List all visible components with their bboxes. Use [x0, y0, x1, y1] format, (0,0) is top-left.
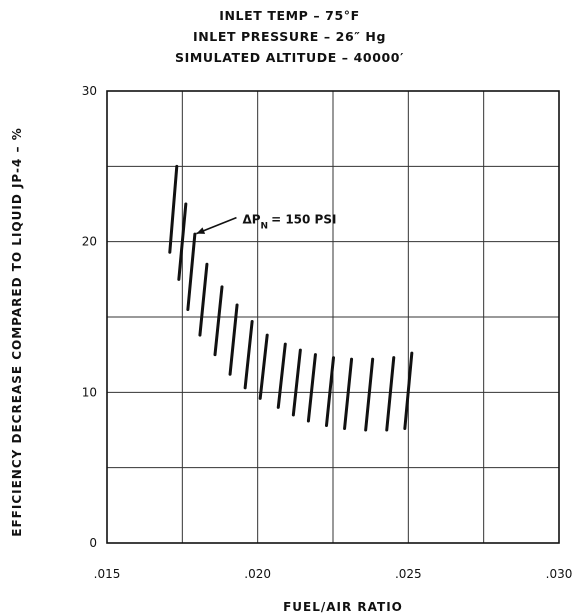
- hatch-stroke: [385, 356, 396, 432]
- annotation: ΔPN = 150 PSI: [196, 213, 336, 235]
- hatch-stroke: [364, 357, 375, 432]
- hatch-stroke: [243, 320, 254, 390]
- hatch-stroke: [306, 353, 317, 423]
- hatch-stroke: [343, 357, 354, 430]
- y-tick-label: 20: [82, 235, 97, 249]
- hatched-band: [168, 164, 414, 432]
- x-tick-label: .030: [546, 567, 573, 581]
- y-tick-label: 10: [82, 385, 97, 399]
- tick-labels: .015 .020 .025 .030 0 10 20 30: [82, 84, 573, 581]
- hatch-stroke: [324, 356, 335, 427]
- annotation-label: ΔPN = 150 PSI: [242, 213, 336, 232]
- y-tick-label: 0: [89, 536, 97, 550]
- hatch-stroke: [258, 333, 269, 400]
- x-tick-label: .025: [395, 567, 422, 581]
- chart-title-line-2: INLET PRESSURE – 26″ Hg: [192, 29, 387, 44]
- hatch-stroke: [186, 232, 197, 311]
- hatch-stroke: [168, 164, 179, 254]
- hatch-stroke: [228, 303, 239, 376]
- y-axis-label: EFFICIENCY DECREASE COMPARED TO LIQUID J…: [10, 127, 24, 536]
- hatch-stroke: [198, 262, 209, 337]
- grid-lines: [107, 91, 559, 543]
- plot-frame: [106, 90, 560, 544]
- hatch-stroke: [291, 348, 302, 417]
- hatch-stroke: [276, 342, 287, 409]
- chart-title-line-3: SIMULATED ALTITUDE – 40000′: [175, 50, 404, 65]
- y-tick-label: 30: [82, 84, 97, 98]
- annotation-arrowhead: [196, 227, 206, 234]
- hatch-stroke: [177, 202, 188, 281]
- x-tick-label: .015: [94, 567, 121, 581]
- hatch-stroke: [213, 285, 224, 357]
- hatch-stroke: [403, 351, 414, 430]
- chart-title-line-1: INLET TEMP – 75°F: [219, 8, 360, 23]
- x-axis-label: FUEL/AIR RATIO: [283, 600, 403, 614]
- x-tick-label: .020: [244, 567, 271, 581]
